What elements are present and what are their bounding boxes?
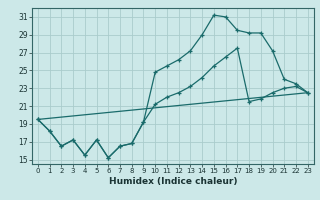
X-axis label: Humidex (Indice chaleur): Humidex (Indice chaleur)	[108, 177, 237, 186]
